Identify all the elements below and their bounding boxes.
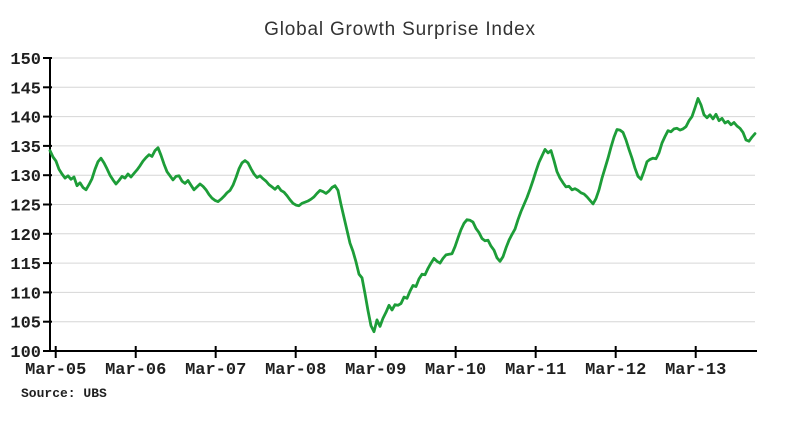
y-axis-label: 120	[10, 227, 41, 246]
x-axis-label: Mar-07	[185, 361, 246, 380]
y-axis-label: 135	[10, 139, 41, 158]
x-axis-label: Mar-10	[425, 361, 486, 380]
y-axis-label: 130	[10, 168, 41, 187]
y-axis-label: 105	[10, 315, 41, 334]
y-axis-label: 110	[10, 285, 41, 304]
x-axis-label: Mar-11	[505, 361, 566, 380]
x-axis-label: Mar-12	[585, 361, 646, 380]
x-axis-label: Mar-05	[25, 361, 86, 380]
y-axis-label: 115	[10, 256, 41, 275]
x-axis-label: Mar-06	[105, 361, 166, 380]
x-axis-label: Mar-08	[265, 361, 326, 380]
y-axis-label: 140	[10, 110, 41, 129]
y-axis-label: 145	[10, 80, 41, 99]
chart-title: Global Growth Surprise Index	[264, 19, 536, 40]
x-axis-label: Mar-09	[345, 361, 406, 380]
y-axis-label: 100	[10, 344, 41, 363]
x-axis-label: Mar-13	[665, 361, 726, 380]
data-line-series	[48, 97, 757, 334]
y-axis-label: 125	[10, 198, 41, 217]
y-axis-label: 150	[10, 51, 41, 70]
source-label: Source: UBS	[21, 386, 107, 401]
